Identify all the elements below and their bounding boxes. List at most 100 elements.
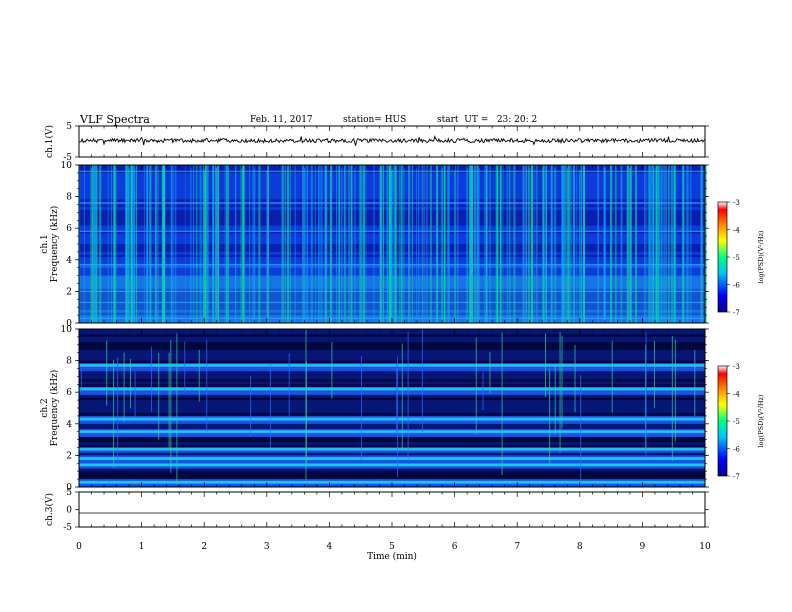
ch3-waveform-panel: 5 0 -5 ch.3(V) [44,488,709,533]
y-axis-label: Frequency (kHz) [49,206,60,283]
spectrogram-streak [146,165,149,323]
spectrogram-streak [329,165,332,323]
spectrogram-row [79,371,705,375]
spectrogram-streak [530,165,534,323]
spectrogram-row [79,344,705,348]
station-label: station= HUS [343,115,407,125]
spectrogram-row [79,439,705,443]
spectrogram-spike [545,333,547,397]
spectrogram-streak [363,165,365,323]
spectrogram-row [79,352,705,356]
spectrogram-streak [267,165,269,323]
spectrogram-row [79,347,705,351]
spectrogram-streak [490,165,491,323]
ch1-waveform-panel: 5 -5 ch.1(V) [44,122,709,163]
spectrogram-streak [154,165,157,323]
spectrogram-streak [310,165,313,323]
spectrogram-streak [136,165,138,323]
colorbar-tick-label: -4 [733,391,740,399]
spectrogram-streak [486,165,488,323]
spectrogram-streak [689,165,692,323]
spectrogram-streak [93,165,96,323]
spectrogram-streak [652,165,654,323]
spectrogram-streak [682,165,684,323]
spectrogram-streak [579,165,581,323]
spectrogram-low-band [79,275,705,323]
spectrogram-streak [553,165,556,323]
spectrogram-streak [568,165,570,323]
spectrogram-streak [266,165,268,323]
spectrogram-streak [315,165,316,323]
spectrogram-streak [620,165,623,323]
spectrogram-streak [550,165,553,323]
y-axis-label: ch.1(V) [44,125,55,158]
spectrogram-streak [281,165,283,323]
spectrogram-streak [674,165,676,323]
spectrogram-streak [170,165,172,323]
spectrogram-streak [338,165,340,323]
spectrogram-streak [615,165,617,323]
ch1-colorbar: -3 -4 -5 -6 -7 log(PSD)(V²/Hz) [717,199,765,317]
spectrogram-spike [250,375,252,437]
spectrogram-spike [482,371,484,411]
colorbar-tick-label: -7 [733,309,740,317]
spectrogram-streak [95,165,97,323]
spectrogram-line [79,202,705,204]
spectrogram-streak [495,165,498,323]
spectrogram-row [79,431,705,435]
spectrogram-streak [129,165,131,323]
spectrogram-spike [129,358,131,409]
spectrogram-spike [123,352,125,422]
ch1-spectrogram-panel: 0 2 4 6 8 10 ch.1 Frequency (kHz) [40,161,709,329]
x-tick-label: 7 [514,542,520,552]
spectrogram-streak [254,165,256,323]
spectrogram-spike [645,332,647,459]
spectrogram-spike [653,340,655,409]
spectrogram-streak [436,165,439,323]
spectrogram-streak [381,165,383,323]
y-tick-label: 2 [66,451,72,461]
colorbar-tick-label: -3 [733,363,740,371]
spectrogram-spike [106,340,108,406]
spectrogram-spike [288,353,290,417]
spectrogram-streak [358,165,361,323]
spectrogram-streak [243,165,246,323]
spectrogram-streak [383,165,385,323]
spectrogram-streak [545,165,547,323]
spectrogram-row [79,415,705,420]
spectrogram-streak [199,165,202,323]
spectrogram-streak [193,165,195,323]
colorbar-tick-label: -5 [733,254,740,262]
spectrogram-streak [133,165,136,323]
spectrogram-streak [496,165,499,323]
spectrogram-row [79,397,705,401]
spectrogram-streak [130,165,132,323]
x-tick-label: 0 [76,542,82,552]
spectrogram-streak [225,165,228,323]
spectrogram-row [79,373,705,377]
spectrogram-streak [448,165,450,323]
spectrogram-streak [542,165,545,323]
x-tick-label: 3 [264,542,270,552]
spectrogram-spike [117,357,119,463]
spectrogram-streak [252,165,255,323]
spectrogram-row [79,423,705,427]
spectrogram-spike [198,349,200,402]
spectrogram-streak [324,165,327,323]
spectrogram-streak [489,165,491,323]
x-tick-label: 2 [201,542,207,552]
ch1-trace [78,134,706,146]
spectrogram-spike [331,342,333,399]
spectrogram-row [79,471,705,475]
colorbar-gradient [717,201,728,313]
spectrogram-streak [379,165,382,323]
y-tick-label: 8 [66,193,72,203]
spectrogram-row [79,455,705,459]
y-tick-label: 8 [66,357,72,367]
spectrogram-row [79,460,705,464]
spectrogram-spike [305,361,307,467]
y-tick-label: 4 [66,256,72,266]
spectrogram-streak [339,165,340,323]
spectrogram-row [79,476,705,480]
spectrogram-streak [465,165,467,323]
